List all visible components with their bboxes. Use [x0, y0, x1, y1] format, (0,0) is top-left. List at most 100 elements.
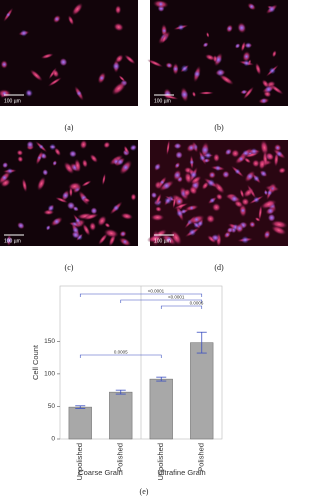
- x-tick-label: Polished: [197, 443, 206, 472]
- nucleus: [113, 204, 120, 212]
- nucleus: [209, 172, 215, 178]
- cell: [172, 195, 177, 209]
- micrograph: 100 µm: [147, 139, 288, 247]
- cell: [258, 158, 266, 170]
- nucleus: [204, 151, 212, 160]
- bracket: [160, 305, 203, 309]
- nucleus: [245, 42, 252, 49]
- cell: [233, 200, 244, 208]
- group-label: Ultrafine Grain: [157, 468, 205, 477]
- cell: [29, 69, 43, 82]
- nucleus: [175, 163, 180, 168]
- cell: [104, 222, 111, 228]
- nucleus: [193, 221, 200, 229]
- bracket: [79, 354, 162, 358]
- cell: [81, 159, 88, 168]
- cell: [124, 54, 136, 65]
- nucleus: [164, 196, 172, 205]
- panel-label: (d): [214, 263, 224, 272]
- nucleus: [243, 59, 250, 67]
- cell: [115, 54, 124, 64]
- nucleus: [235, 43, 241, 49]
- nucleus: [59, 58, 68, 66]
- nucleus: [1, 61, 7, 67]
- nucleus: [17, 222, 25, 229]
- cell: [251, 159, 260, 168]
- nucleus: [203, 42, 208, 48]
- cell: [101, 173, 106, 186]
- nucleus: [6, 12, 11, 17]
- cell: [79, 139, 88, 150]
- nucleus: [90, 207, 98, 215]
- nucleus: [20, 29, 28, 37]
- cell: [52, 69, 60, 78]
- nucleus: [173, 171, 181, 179]
- nucleus: [260, 170, 267, 177]
- x-tick-label: Unpolished: [156, 443, 165, 481]
- cell: [243, 86, 254, 100]
- nucleus: [116, 158, 124, 166]
- nucleus: [160, 180, 165, 185]
- nucleus: [151, 192, 157, 199]
- panel-label: (e): [140, 487, 149, 496]
- cell: [82, 197, 91, 203]
- panel-label: (a): [65, 123, 74, 132]
- cell: [103, 228, 119, 238]
- nucleus: [250, 222, 255, 227]
- nucleus: [120, 231, 126, 237]
- significance-bracket: [120, 299, 203, 303]
- nucleus: [189, 205, 194, 211]
- cell: [54, 147, 61, 157]
- nucleus: [25, 89, 33, 97]
- cell: [120, 212, 134, 220]
- cell: [147, 59, 164, 68]
- cell: [71, 2, 83, 16]
- y-tick-label: 50: [48, 403, 56, 410]
- nucleus: [162, 182, 171, 190]
- scale-bar-label: 100 µm: [4, 238, 21, 244]
- nucleus: [52, 161, 57, 166]
- nucleus: [122, 239, 128, 245]
- nucleus: [45, 225, 51, 231]
- cell: [114, 5, 122, 15]
- nucleus: [238, 24, 246, 32]
- scale-bar-label: 100 µm: [4, 98, 21, 104]
- nucleus: [172, 66, 179, 72]
- cell: [63, 161, 75, 175]
- significance-bracket: [160, 305, 203, 309]
- nucleus: [174, 142, 181, 150]
- y-tick-label: 100: [44, 371, 55, 378]
- nucleus: [2, 162, 8, 168]
- cell: [278, 167, 287, 174]
- cell: [40, 53, 54, 59]
- nucleus: [275, 145, 280, 151]
- p-value: 0.0006: [190, 301, 204, 306]
- cell: [215, 193, 223, 201]
- scale-bar-label: 100 µm: [154, 238, 171, 244]
- cell: [240, 41, 246, 52]
- nucleus: [99, 75, 105, 81]
- cell: [219, 74, 234, 85]
- nucleus: [26, 140, 34, 149]
- cell: [36, 176, 46, 191]
- cell: [239, 188, 245, 199]
- nucleus: [243, 53, 250, 60]
- cell: [206, 31, 210, 38]
- nucleus: [166, 236, 172, 243]
- nucleus: [188, 144, 194, 151]
- cell: [188, 185, 198, 195]
- nucleus: [238, 156, 244, 162]
- nucleus: [180, 64, 189, 73]
- cell: [21, 178, 28, 193]
- nucleus: [49, 143, 56, 151]
- nucleus: [266, 190, 273, 196]
- nucleus: [161, 28, 167, 33]
- x-tick-label: Unpolished: [75, 443, 84, 481]
- group-label: Coarse Grain: [78, 468, 123, 477]
- cell: [198, 91, 215, 95]
- cell: [266, 152, 275, 161]
- cell: [254, 217, 261, 222]
- cell: [17, 155, 24, 163]
- panel-label: (b): [214, 123, 224, 132]
- nucleus: [268, 5, 276, 13]
